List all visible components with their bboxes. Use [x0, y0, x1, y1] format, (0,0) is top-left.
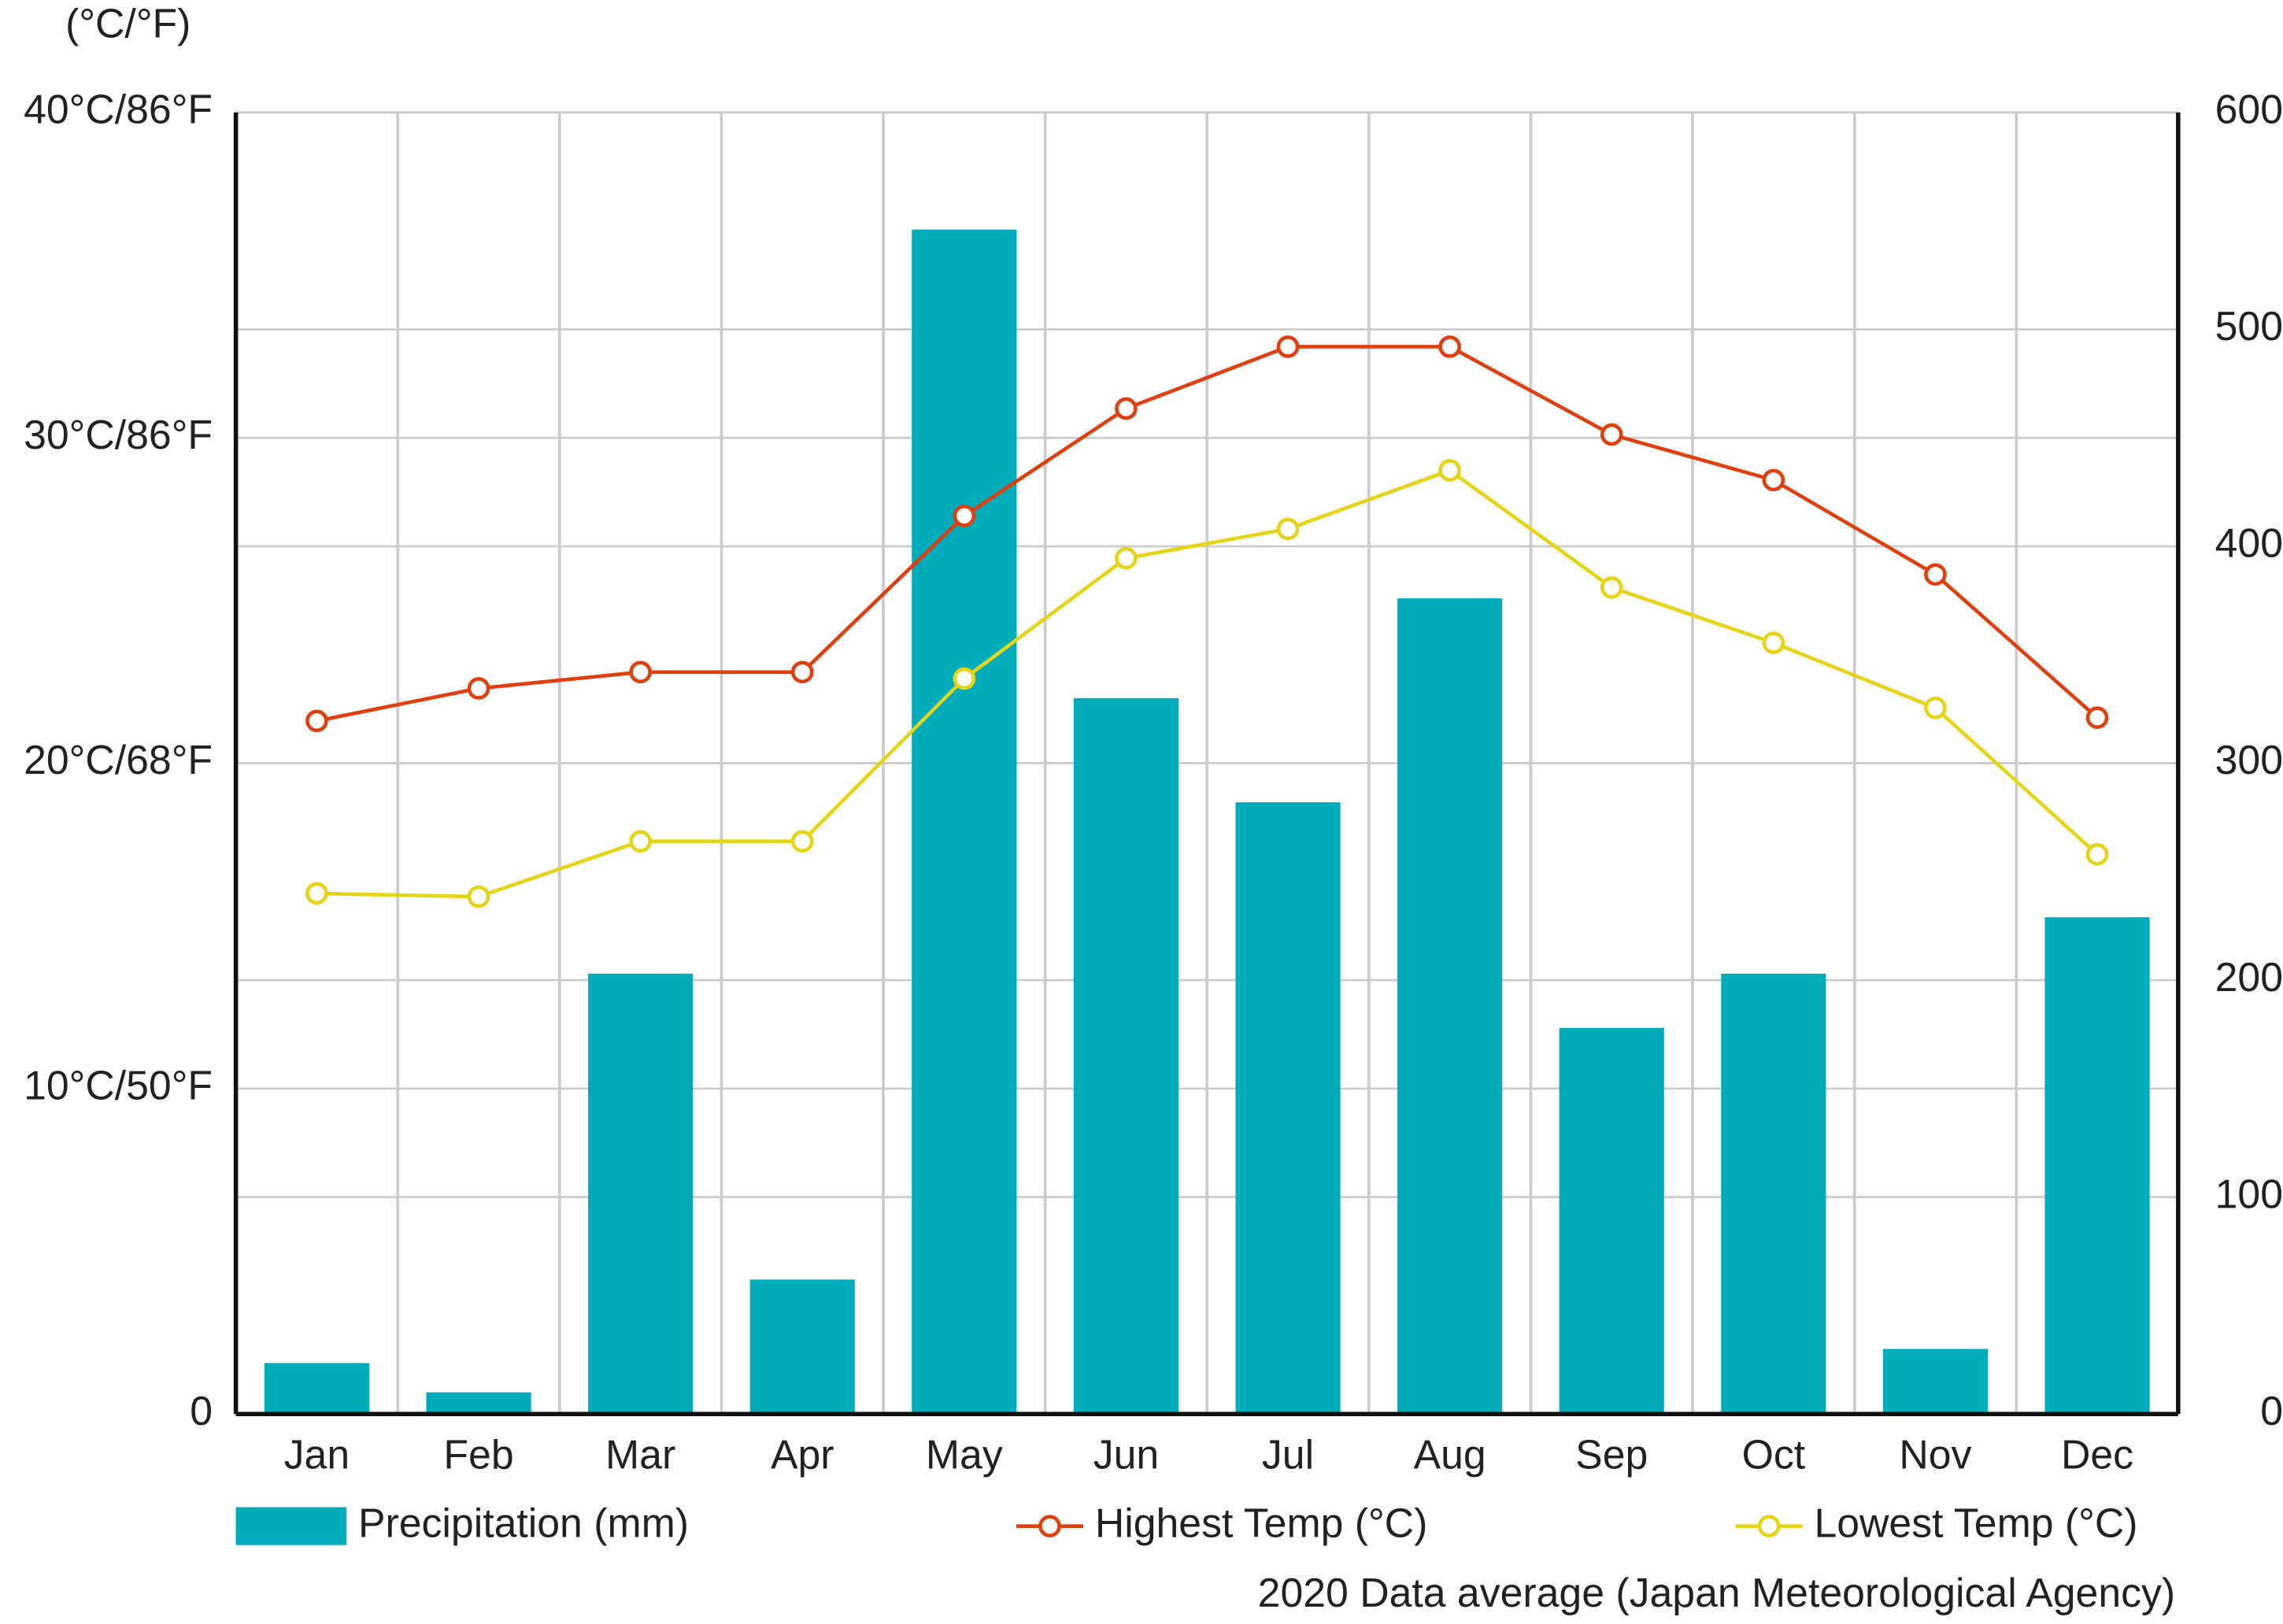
- point: [790, 660, 814, 684]
- point: [1115, 546, 1138, 570]
- point: [467, 885, 490, 908]
- y-tick-label: 0: [190, 1388, 213, 1433]
- bar: [1073, 697, 1179, 1415]
- x-tick-label: Mar: [605, 1431, 675, 1477]
- bar: [264, 1363, 369, 1415]
- source-note: 2020 Data average (Japan Meteorological …: [1258, 1570, 2175, 1615]
- y-tick-label: 40°C/86°F: [24, 86, 213, 131]
- bar: [2044, 917, 2150, 1415]
- legend-marker: [1038, 1515, 1061, 1538]
- y-tick-label: 20°C/68°F: [24, 737, 213, 782]
- line: [316, 468, 2099, 899]
- x-tick-label: Jun: [1093, 1431, 1159, 1477]
- point: [2085, 706, 2109, 730]
- point: [2085, 842, 2109, 866]
- x-tick-label: Aug: [1414, 1431, 1486, 1477]
- legend-marker: [1757, 1515, 1781, 1538]
- legend-swatch: [235, 1507, 347, 1545]
- bar: [912, 229, 1017, 1415]
- point: [953, 667, 976, 690]
- point: [1762, 631, 1785, 654]
- x-tick-label: Dec: [2061, 1431, 2133, 1477]
- y2-tick-label: 0: [2260, 1388, 2283, 1433]
- point: [629, 660, 652, 684]
- point: [1924, 563, 1947, 586]
- line: [316, 345, 2099, 723]
- bar: [588, 973, 694, 1415]
- x-tick-label: Nov: [1899, 1431, 1971, 1477]
- point: [629, 830, 652, 853]
- y2-tick-label: 400: [2215, 520, 2283, 566]
- point: [1600, 423, 1623, 446]
- x-tick-label: May: [926, 1431, 1003, 1477]
- point: [1924, 696, 1947, 720]
- point: [1438, 335, 1461, 358]
- y2-tick-label: 300: [2215, 737, 2283, 782]
- point: [467, 677, 490, 700]
- x-tick-label: Jul: [1262, 1431, 1314, 1477]
- y-tick-label: 10°C/50°F: [24, 1063, 213, 1108]
- x-tick-label: Feb: [443, 1431, 513, 1477]
- bar: [1882, 1348, 1989, 1415]
- point: [305, 882, 328, 905]
- x-tick-label: Sep: [1575, 1431, 1648, 1477]
- bar: [426, 1392, 531, 1415]
- y-axis-label: (°C/°F): [65, 0, 191, 46]
- bar: [1235, 802, 1341, 1415]
- point: [1115, 397, 1138, 420]
- bar: [1397, 598, 1503, 1415]
- point: [1762, 468, 1785, 492]
- bar: [1559, 1027, 1664, 1415]
- x-tick-label: Apr: [771, 1431, 834, 1477]
- legend-label: Lowest Temp (°C): [1814, 1500, 2137, 1545]
- bar: [749, 1279, 855, 1415]
- point: [1276, 517, 1300, 541]
- point: [1600, 575, 1623, 599]
- point: [305, 709, 328, 733]
- x-tick-label: Jan: [284, 1431, 350, 1477]
- point: [1276, 335, 1300, 358]
- legend-label: Highest Temp (°C): [1095, 1500, 1428, 1545]
- y2-tick-label: 200: [2215, 954, 2283, 1000]
- legend-label: Precipitation (mm): [358, 1500, 689, 1545]
- point: [953, 505, 976, 527]
- y2-tick-label: 600: [2215, 86, 2283, 131]
- x-tick-label: Oct: [1742, 1431, 1806, 1477]
- y2-tick-label: 100: [2215, 1171, 2283, 1216]
- point: [1438, 459, 1461, 482]
- bar: [1721, 973, 1826, 1415]
- y2-tick-label: 500: [2215, 303, 2283, 349]
- y-tick-label: 30°C/86°F: [24, 412, 213, 457]
- point: [790, 830, 814, 853]
